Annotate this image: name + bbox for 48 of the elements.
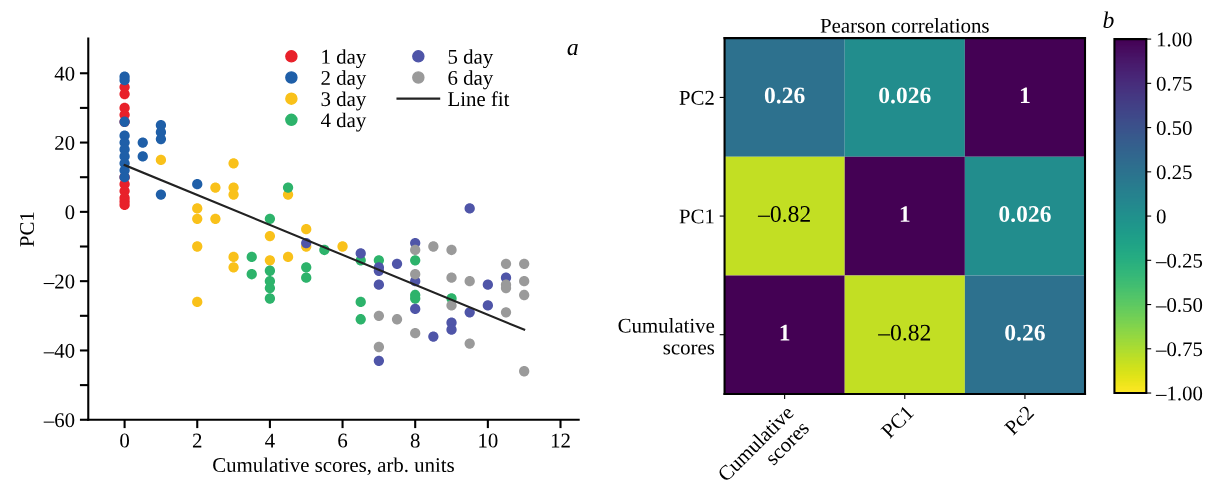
x-tick-label: 6	[338, 433, 348, 448]
x-axis-title: Cumulative scores, arb. units	[213, 457, 454, 476]
y-tick-label: –40	[43, 343, 75, 358]
text: b	[1103, 11, 1114, 29]
annotation: a	[567, 43, 578, 56]
x-tick-label: 12	[551, 433, 570, 448]
x-tick-label: Pc2	[1003, 405, 1035, 436]
legend-label: 1 day	[322, 49, 367, 69]
legend-label: 4 day	[320, 112, 367, 132]
data-label: 0.026	[879, 87, 931, 104]
color-bar-label: –0.50	[1155, 297, 1203, 313]
data-label: –0.82	[878, 324, 931, 341]
data-label: 1	[900, 206, 910, 222]
color-bar-label: 0.50	[1156, 120, 1192, 136]
legend-label: 2 day	[321, 70, 367, 90]
color-bar-label: –0.75	[1155, 342, 1203, 357]
y-tick-label: –60	[43, 413, 75, 428]
color-bar-label: 0.25	[1156, 165, 1192, 180]
y-tick-label: 20	[55, 135, 75, 150]
legend-label: Line fit	[448, 91, 510, 107]
x-tick-label: 4	[265, 433, 275, 448]
x-tick-label: 10	[479, 433, 498, 448]
legend-label: 3 day	[321, 91, 367, 111]
x-tick-label: 8	[410, 433, 420, 448]
data-label: –0.82	[757, 206, 810, 223]
y-tick-label: Cumulative scores	[618, 318, 715, 355]
color-bar-label: 1.00	[1157, 32, 1192, 47]
y-tick-label: 0	[65, 205, 75, 220]
data-label: 0.026	[999, 206, 1051, 223]
chart-title: Pearson correlations	[820, 18, 989, 33]
color-bar-label: 0	[1156, 209, 1166, 224]
color-bar-label: –0.25	[1155, 253, 1203, 268]
x-tick-label: PC1	[880, 405, 915, 440]
data-label: 0.26	[1005, 324, 1045, 341]
y-axis-title: PC1	[20, 212, 35, 247]
data-label: 0.26	[764, 87, 805, 104]
y-tick-label: 40	[54, 66, 75, 81]
x-tick-label: 2	[192, 433, 202, 448]
y-tick-label: –20	[43, 274, 75, 289]
legend-label: 6 day	[448, 70, 494, 90]
y-tick-label: PC1	[679, 209, 714, 224]
data-label: 1	[1020, 87, 1030, 104]
color-bar-label: –1.00	[1155, 386, 1203, 401]
data-label: 1	[780, 324, 790, 341]
legend-label: 5 day	[448, 49, 494, 69]
color-bar-label: 0.75	[1156, 76, 1192, 91]
y-tick-label: PC2	[679, 90, 714, 105]
x-tick-label: 0	[120, 433, 130, 448]
